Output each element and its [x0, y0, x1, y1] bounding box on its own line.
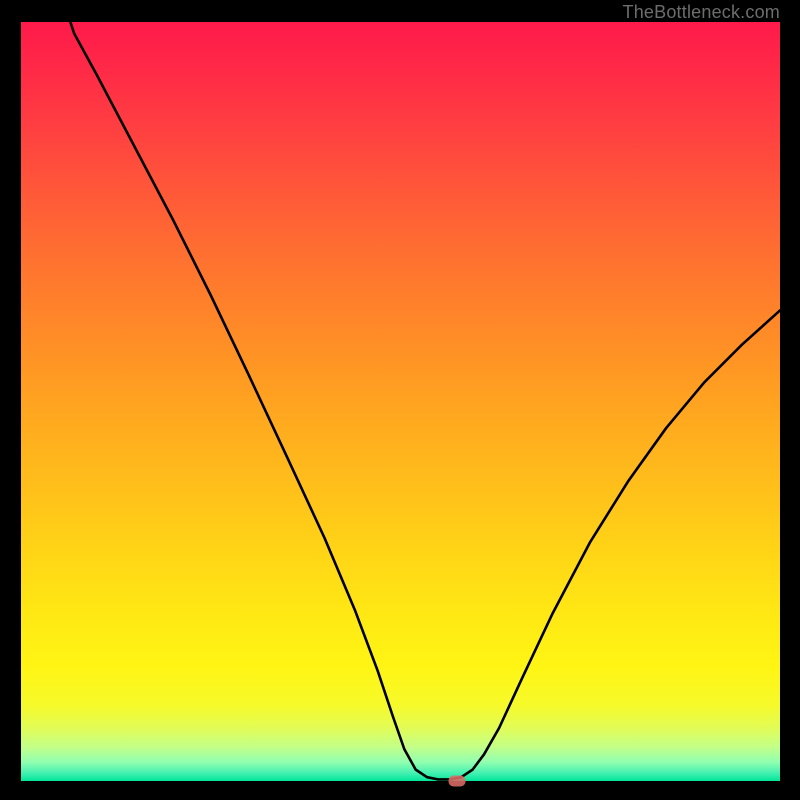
optimum-marker: [449, 776, 466, 787]
bottleneck-curve: [21, 22, 780, 781]
watermark-text: TheBottleneck.com: [623, 2, 780, 23]
plot-area: [21, 22, 780, 781]
chart-container: TheBottleneck.com: [0, 0, 800, 800]
